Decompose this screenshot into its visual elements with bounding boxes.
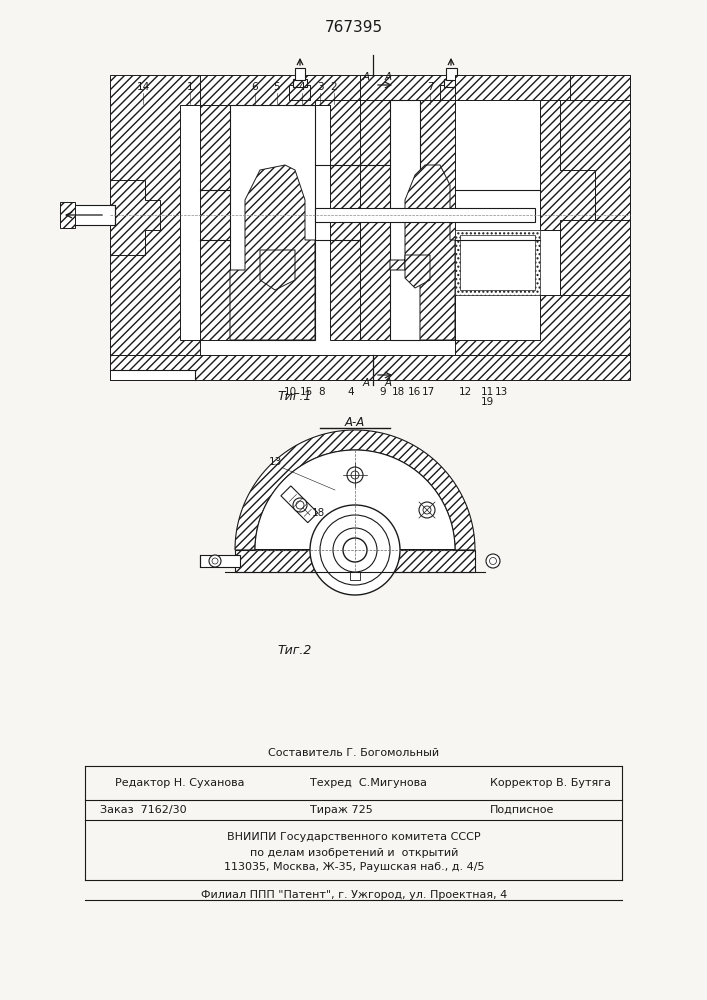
Circle shape [209,555,221,567]
Polygon shape [360,75,455,105]
Text: 7: 7 [427,82,433,92]
Text: A-A: A-A [345,416,365,430]
Circle shape [333,528,377,572]
Polygon shape [110,355,630,380]
Text: 14: 14 [136,82,150,92]
Polygon shape [390,165,455,340]
Polygon shape [255,450,455,550]
Text: 4: 4 [348,387,354,397]
Text: 1: 1 [187,82,193,92]
Text: по делам изобретений и  открытий: по делам изобретений и открытий [250,848,458,858]
Text: A: A [385,72,392,82]
Polygon shape [540,100,630,295]
Text: 19: 19 [480,397,493,407]
Bar [444,79,459,87]
Circle shape [489,558,496,564]
Circle shape [320,515,390,585]
Text: A: A [363,72,370,82]
Text: A: A [363,378,370,388]
Polygon shape [420,100,455,340]
Polygon shape [455,75,630,355]
Text: ВНИИПИ Государственного комитета СССР: ВНИИПИ Государственного комитета СССР [227,832,481,842]
Polygon shape [315,100,360,340]
Polygon shape [200,75,360,105]
Bar [350,572,360,580]
Text: 18: 18 [312,508,325,518]
Polygon shape [405,255,430,288]
Text: Тираж 725: Тираж 725 [310,805,373,815]
Bar [110,75,630,375]
Circle shape [486,554,500,568]
Text: 10: 10 [284,387,296,397]
Polygon shape [230,165,315,340]
Text: 13: 13 [494,387,508,397]
Text: 9: 9 [380,387,386,397]
Bar [65,205,115,225]
Text: 2: 2 [331,82,337,92]
Bar [446,68,457,80]
Polygon shape [110,180,160,255]
Polygon shape [570,75,630,100]
Bar [200,555,240,567]
Polygon shape [560,220,630,295]
Polygon shape [560,100,630,220]
Text: 767395: 767395 [325,20,383,35]
Text: 4: 4 [298,82,305,92]
Text: Техред  С.Мигунова: Техред С.Мигунова [310,778,427,788]
Text: Τиг.2: Τиг.2 [278,644,312,656]
Text: Корректор В. Бутяга: Корректор В. Бутяга [490,778,611,788]
Text: 8: 8 [319,387,325,397]
Polygon shape [440,85,462,100]
Text: A: A [385,378,392,388]
Circle shape [351,471,359,479]
Polygon shape [360,100,390,340]
Text: Заказ  7162/30: Заказ 7162/30 [100,805,187,815]
Polygon shape [60,202,75,228]
Circle shape [296,501,304,509]
Text: 16: 16 [407,387,421,397]
Text: 17: 17 [421,387,435,397]
Text: 13: 13 [269,457,281,467]
Text: 3: 3 [317,82,323,92]
Text: 5: 5 [274,82,280,92]
Circle shape [347,467,363,483]
Circle shape [423,506,431,514]
Polygon shape [455,230,540,295]
Polygon shape [110,75,200,355]
Bar [390,100,420,340]
Bar [293,79,307,87]
Bar [281,486,317,523]
Circle shape [212,558,218,564]
Bar [295,68,305,80]
Polygon shape [235,430,475,550]
Polygon shape [200,105,230,340]
Text: 18: 18 [392,387,404,397]
Bar [315,208,535,222]
Text: Τиг.1: Τиг.1 [278,390,312,403]
Circle shape [419,502,435,518]
Text: 11: 11 [480,387,493,397]
Bar [110,370,195,380]
Text: 12: 12 [458,387,472,397]
Circle shape [310,505,400,595]
Text: 113035, Москва, Ж-35, Раушская наб., д. 4/5: 113035, Москва, Ж-35, Раушская наб., д. … [223,862,484,872]
Bar [230,105,315,340]
Text: Филиал ППП "Патент", г. Ужгород, ул. Проектная, 4: Филиал ППП "Патент", г. Ужгород, ул. Про… [201,890,507,900]
Bar [235,550,475,572]
Text: Подписное: Подписное [490,805,554,815]
Text: Редактор Н. Суханова: Редактор Н. Суханова [115,778,245,788]
Bar [460,235,535,290]
Polygon shape [260,250,295,290]
Polygon shape [289,85,310,100]
Text: 15: 15 [299,387,312,397]
Circle shape [343,538,367,562]
Text: Составитель Г. Богомольный: Составитель Г. Богомольный [269,748,440,758]
Text: 6: 6 [252,82,258,92]
Circle shape [293,498,307,512]
